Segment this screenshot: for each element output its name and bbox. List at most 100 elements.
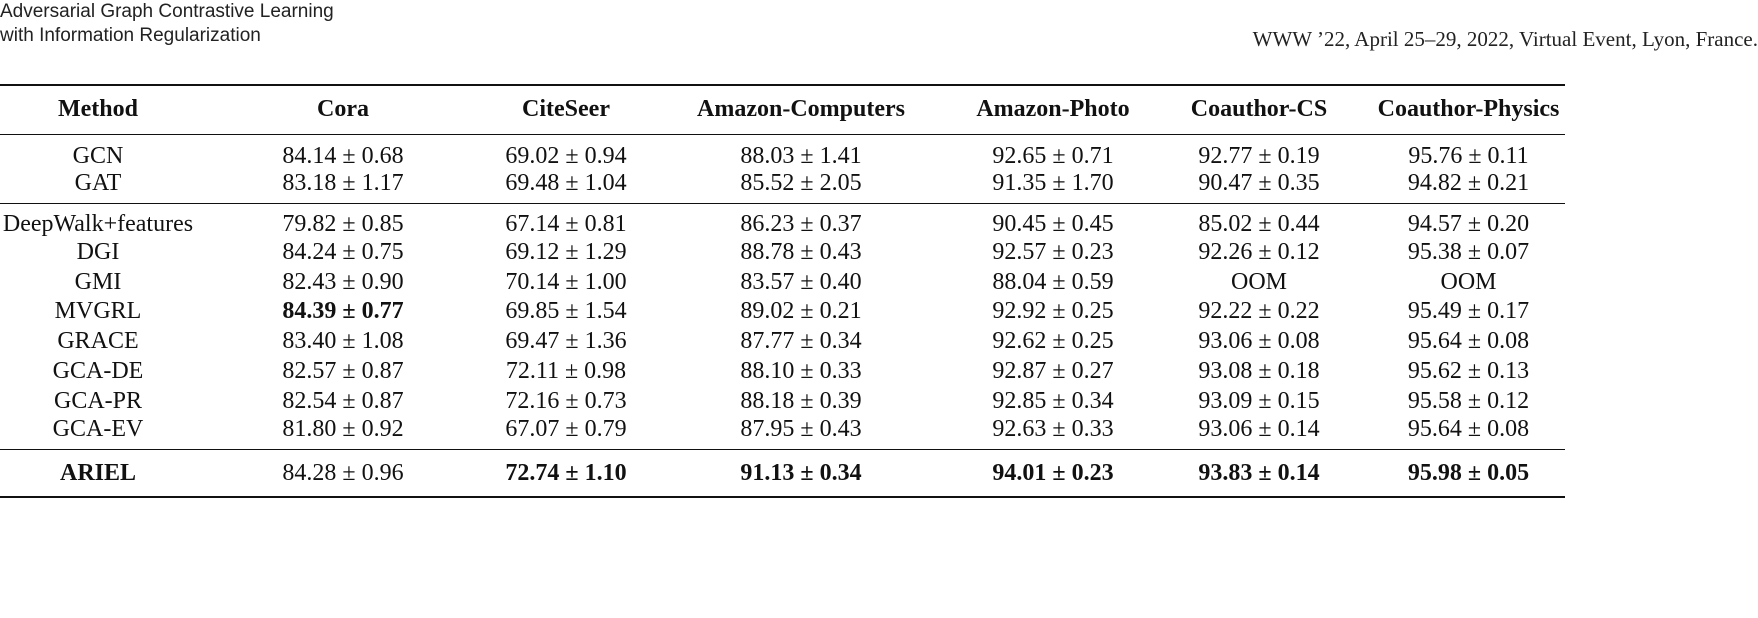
- result-cell: 86.23 ± 0.37: [740, 210, 862, 237]
- result-cell: 69.85 ± 1.54: [505, 298, 627, 325]
- result-cell: 95.64 ± 0.08: [1407, 328, 1530, 355]
- method-name: GMI: [74, 268, 122, 295]
- result-cell: 67.14 ± 0.81: [505, 210, 627, 237]
- result-cell: 93.09 ± 0.15: [1198, 387, 1320, 414]
- header-row: Method Cora CiteSeer Amazon-Computers Amazon…: [0, 85, 1565, 134]
- result-cell: 93.06 ± 0.08: [1198, 328, 1320, 355]
- table-header: Method Cora CiteSeer Amazon-Computers Amazon…: [0, 85, 1565, 134]
- result-cell: 85.52 ± 2.05: [740, 169, 862, 196]
- result-cell: 67.07 ± 0.79: [505, 416, 627, 443]
- result-cell: 87.77 ± 0.34: [740, 328, 862, 355]
- result-cell: 90.47 ± 0.35: [1198, 169, 1320, 196]
- result-cell: 90.45 ± 0.45: [992, 210, 1114, 237]
- result-cell: 92.77 ± 0.19: [1198, 142, 1320, 169]
- result-cell: 84.39 ± 0.77: [282, 298, 404, 325]
- result-cell: 72.11 ± 0.98: [505, 358, 627, 385]
- result-cell: 94.57 ± 0.20: [1407, 210, 1530, 237]
- result-cell: 95.38 ± 0.07: [1407, 238, 1530, 265]
- result-cell: 83.18 ± 1.17: [282, 169, 404, 196]
- result-cell: 95.98 ± 0.05: [1407, 459, 1530, 486]
- result-cell: 95.64 ± 0.08: [1407, 416, 1530, 443]
- result-cell: 79.82 ± 0.85: [282, 210, 404, 237]
- result-cell: OOM: [1440, 268, 1497, 295]
- column-header-coauthor-cs: Coauthor-CS: [1190, 96, 1328, 123]
- result-cell: 92.65 ± 0.71: [992, 142, 1114, 169]
- table-row: GAT 83.18 ± 1.17 69.48 ± 1.04 85.52 ± 2.05 9…: [0, 170, 1565, 204]
- result-cell: 95.49 ± 0.17: [1407, 298, 1530, 325]
- table-row: GCA-EV 81.80 ± 0.92 67.07 ± 0.79 87.95 ± 0.…: [0, 416, 1565, 450]
- column-header-coauthor-physics: Coauthor-Physics: [1377, 96, 1560, 123]
- result-cell: 83.57 ± 0.40: [740, 268, 862, 295]
- column-header-amazon-photo: Amazon-Photo: [976, 96, 1130, 123]
- result-cell: 88.18 ± 0.39: [740, 387, 862, 414]
- result-cell: 92.85 ± 0.34: [992, 387, 1114, 414]
- result-cell: 88.78 ± 0.43: [740, 238, 862, 265]
- running-header-title-line2: with Information Regularization: [0, 25, 261, 46]
- result-cell: 82.43 ± 0.90: [282, 268, 404, 295]
- self-supervised-group: DeepWalk+features 79.82 ± 0.85 67.14 ± 0.8…: [0, 203, 1565, 450]
- method-name: GCA-DE: [52, 358, 144, 385]
- result-cell: 88.10 ± 0.33: [740, 358, 862, 385]
- result-cell: 92.87 ± 0.27: [992, 358, 1114, 385]
- result-cell: 72.74 ± 1.10: [505, 459, 627, 486]
- column-header-method: Method: [58, 96, 138, 123]
- running-header-title: Adversarial Graph Contrastive Learning w…: [0, 0, 334, 48]
- result-cell: 81.80 ± 0.92: [282, 416, 404, 443]
- result-cell: 84.24 ± 0.75: [282, 238, 404, 265]
- table-row: GMI 82.43 ± 0.90 70.14 ± 1.00 83.57 ± 0.40 8…: [0, 267, 1565, 297]
- result-cell: 92.57 ± 0.23: [992, 238, 1114, 265]
- table-row: DeepWalk+features 79.82 ± 0.85 67.14 ± 0.8…: [0, 203, 1565, 238]
- proposed-method-group: ARIEL 84.28 ± 0.96 72.74 ± 1.10 91.13 ± 0.3…: [0, 449, 1565, 497]
- column-header-cora: Cora: [317, 96, 369, 123]
- result-cell: 69.47 ± 1.36: [505, 328, 627, 355]
- method-name: GCA-PR: [53, 387, 143, 414]
- table-row: GCA-PR 82.54 ± 0.87 72.16 ± 0.73 88.18 ± 0.…: [0, 386, 1565, 416]
- table-row: GRACE 83.40 ± 1.08 69.47 ± 1.36 87.77 ± 0.3…: [0, 327, 1565, 357]
- method-name: DeepWalk+features: [2, 210, 194, 237]
- result-cell: 88.03 ± 1.41: [740, 142, 862, 169]
- result-cell: 72.16 ± 0.73: [505, 387, 627, 414]
- table-row: DGI 84.24 ± 0.75 69.12 ± 1.29 88.78 ± 0.43 9…: [0, 238, 1565, 268]
- supervised-group: GCN 84.14 ± 0.68 69.02 ± 0.94 88.03 ± 1.41 9…: [0, 134, 1565, 203]
- method-name: GAT: [74, 169, 122, 196]
- result-cell: 89.02 ± 0.21: [740, 298, 862, 325]
- running-header-venue: WWW ’22, April 25–29, 2022, Virtual Even…: [1252, 27, 1758, 51]
- result-cell: OOM: [1230, 268, 1287, 295]
- result-cell: 82.57 ± 0.87: [282, 358, 404, 385]
- result-cell: 95.62 ± 0.13: [1407, 358, 1530, 385]
- result-cell: 93.83 ± 0.14: [1198, 459, 1320, 486]
- column-header-amazon-computers: Amazon-Computers: [697, 96, 905, 123]
- result-cell: 95.58 ± 0.12: [1407, 387, 1530, 414]
- result-cell: 91.35 ± 1.70: [992, 169, 1114, 196]
- result-cell: 92.63 ± 0.33: [992, 416, 1114, 443]
- result-cell: 69.48 ± 1.04: [505, 169, 627, 196]
- table-row: GCA-DE 82.57 ± 0.87 72.11 ± 0.98 88.10 ± 0.…: [0, 357, 1565, 387]
- result-cell: 92.26 ± 0.12: [1198, 238, 1320, 265]
- result-cell: 92.92 ± 0.25: [992, 298, 1114, 325]
- result-cell: 92.22 ± 0.22: [1198, 298, 1320, 325]
- result-cell: 94.01 ± 0.23: [992, 459, 1114, 486]
- method-name: ARIEL: [59, 459, 137, 486]
- method-name: GRACE: [57, 328, 139, 355]
- result-cell: 85.02 ± 0.44: [1198, 210, 1320, 237]
- result-cell: 92.62 ± 0.25: [992, 328, 1114, 355]
- table-row: ARIEL 84.28 ± 0.96 72.74 ± 1.10 91.13 ± 0.3…: [0, 450, 1565, 497]
- result-cell: 87.95 ± 0.43: [740, 416, 862, 443]
- result-cell: 91.13 ± 0.34: [740, 459, 862, 486]
- result-cell: 84.28 ± 0.96: [282, 459, 404, 486]
- results-table: Method Cora CiteSeer Amazon-Computers Amazon…: [0, 84, 1565, 498]
- result-cell: 84.14 ± 0.68: [282, 142, 404, 169]
- result-cell: 94.82 ± 0.21: [1407, 169, 1530, 196]
- method-name: GCN: [72, 142, 124, 169]
- table-row: MVGRL 84.39 ± 0.77 69.85 ± 1.54 89.02 ± 0.2…: [0, 297, 1565, 327]
- result-cell: 69.02 ± 0.94: [505, 142, 627, 169]
- column-header-citeseer: CiteSeer: [522, 96, 610, 123]
- result-cell: 93.06 ± 0.14: [1198, 416, 1320, 443]
- method-name: DGI: [76, 238, 120, 265]
- method-name: MVGRL: [54, 298, 142, 325]
- result-cell: 82.54 ± 0.87: [282, 387, 404, 414]
- result-cell: 69.12 ± 1.29: [505, 238, 627, 265]
- result-cell: 88.04 ± 0.59: [992, 268, 1114, 295]
- result-cell: 93.08 ± 0.18: [1198, 358, 1320, 385]
- result-cell: 95.76 ± 0.11: [1408, 142, 1529, 169]
